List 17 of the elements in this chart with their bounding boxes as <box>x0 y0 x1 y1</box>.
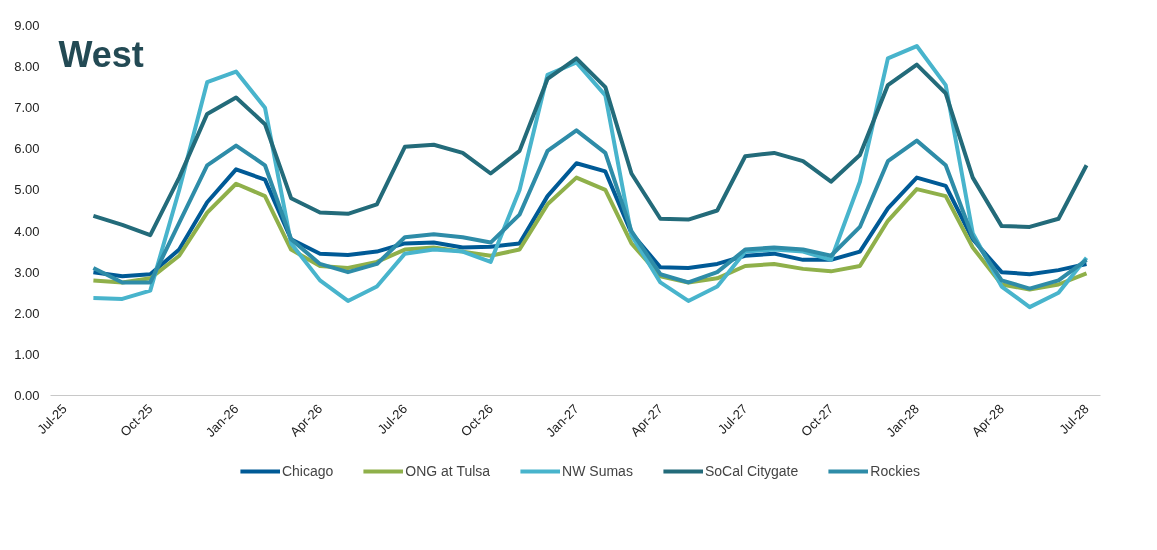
legend-label: SoCal Citygate <box>704 462 799 479</box>
legend-label: ONG at Tulsa <box>405 462 491 479</box>
y-tick-label: 3.00 <box>14 264 40 280</box>
line-series <box>91 128 1089 291</box>
y-tick-label: 9.00 <box>14 18 40 33</box>
chart-title: West <box>58 33 144 75</box>
y-tick-label: 8.00 <box>14 59 40 75</box>
y-tick-label: 7.00 <box>14 100 40 116</box>
y-tick-label: 1.00 <box>14 346 40 362</box>
y-tick-label: 2.00 <box>14 305 40 321</box>
legend-label: NW Sumas <box>562 462 633 479</box>
y-tick-label: 0.00 <box>14 388 40 403</box>
y-tick-label: 6.00 <box>14 141 40 157</box>
y-tick-label: 4.00 <box>14 223 40 239</box>
legend-label: Chicago <box>281 462 334 479</box>
y-tick-label: 5.00 <box>14 182 40 198</box>
legend-label: Rockies <box>870 462 921 479</box>
